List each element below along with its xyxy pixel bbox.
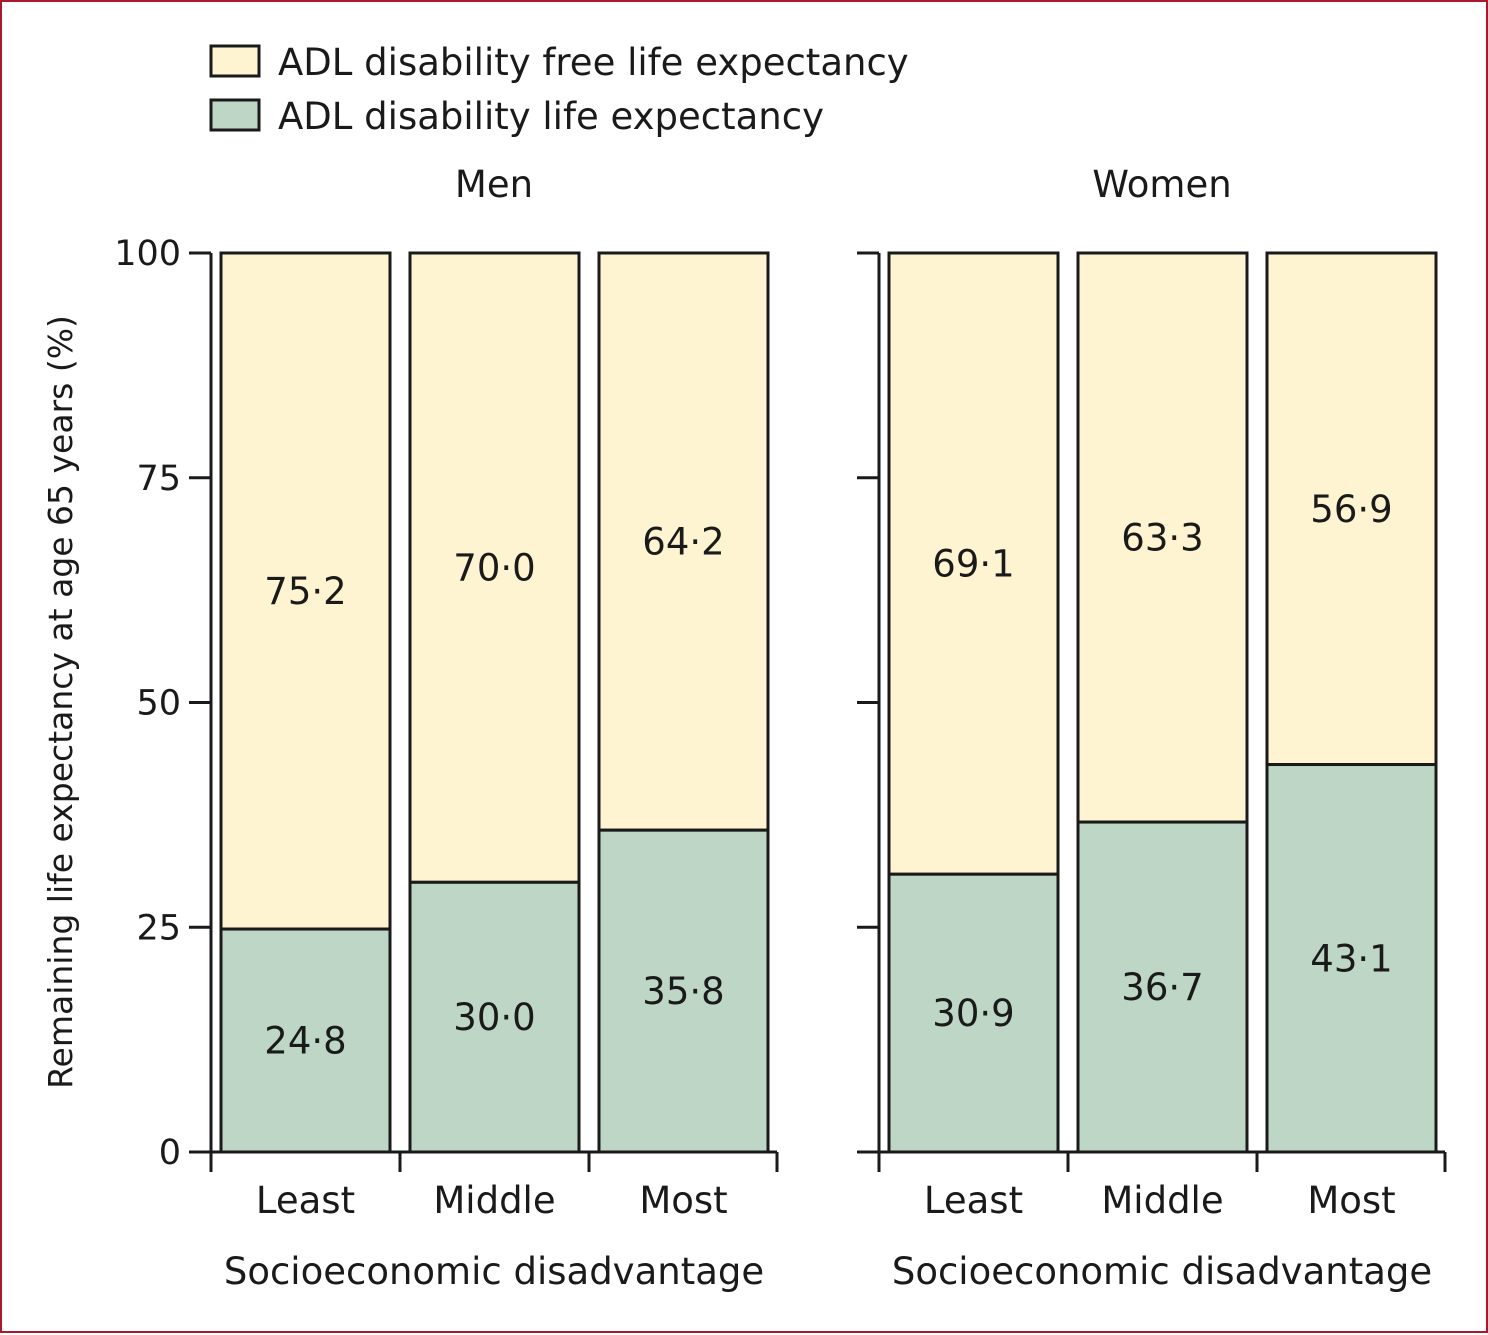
y-axis-title: Remaining life expectancy at age 65 year… — [41, 315, 80, 1089]
plot-area: 0 25 50 75 100 75·2 24·8 Least 70·0 30·0 Middle 64·… — [114, 234, 1447, 1222]
x-axis-title-women: Socioeconomic disadvantage — [892, 1250, 1432, 1293]
bar-disability-women-most — [1265, 763, 1438, 1154]
data-label-free-men-least: 75·2 — [264, 570, 346, 613]
x-category-label-women-most: Most — [1307, 1179, 1395, 1222]
bar-free-men-least — [219, 251, 392, 931]
x-category-label-men-least: Least — [256, 1179, 355, 1222]
data-label-free-men-most: 64·2 — [642, 521, 724, 564]
bar-disability-men-most — [597, 828, 770, 1154]
bar-disability-men-least — [219, 927, 392, 1154]
y-tick-label: 50 — [136, 684, 181, 724]
bar-free-women-middle — [1076, 251, 1249, 824]
x-axis-title-men: Socioeconomic disadvantage — [224, 1250, 764, 1293]
x-category-label-men-most: Most — [639, 1179, 727, 1222]
data-label-disability-men-most: 35·8 — [642, 970, 724, 1013]
data-label-disability-women-least: 30·9 — [932, 992, 1014, 1035]
y-tick-label: 0 — [159, 1133, 181, 1173]
panel-title-men: Men — [455, 163, 533, 206]
y-tick-label: 25 — [136, 908, 181, 948]
legend-swatch-disability — [209, 98, 261, 132]
panel-title-women: Women — [1092, 163, 1231, 206]
data-label-free-women-middle: 63·3 — [1121, 517, 1203, 560]
x-category-label-men-middle: Middle — [433, 1179, 555, 1222]
bar-disability-men-middle — [408, 880, 581, 1154]
data-label-free-women-least: 69·1 — [932, 543, 1014, 586]
y-tick-label: 75 — [136, 459, 181, 499]
legend-swatch-free — [209, 44, 261, 78]
data-label-disability-men-least: 24·8 — [264, 1020, 346, 1063]
data-label-free-women-most: 56·9 — [1310, 488, 1392, 531]
y-tick-label: 100 — [114, 234, 181, 274]
bar-free-women-most — [1265, 251, 1438, 767]
bar-free-men-most — [597, 251, 770, 832]
legend-label-disability: ADL disability life expectancy — [278, 95, 824, 138]
bar-disability-women-least — [887, 872, 1060, 1154]
bar-disability-women-middle — [1076, 820, 1249, 1154]
x-category-label-women-middle: Middle — [1101, 1179, 1223, 1222]
data-label-disability-women-most: 43·1 — [1310, 937, 1392, 980]
data-label-disability-women-middle: 36·7 — [1121, 966, 1203, 1009]
bar-free-women-least — [887, 251, 1060, 876]
data-label-free-men-middle: 70·0 — [453, 547, 535, 590]
legend: ADL disability free life expectancy ADL … — [209, 41, 909, 138]
data-label-disability-men-middle: 30·0 — [453, 996, 535, 1039]
legend-label-free: ADL disability free life expectancy — [278, 41, 909, 84]
x-category-label-women-least: Least — [924, 1179, 1023, 1222]
